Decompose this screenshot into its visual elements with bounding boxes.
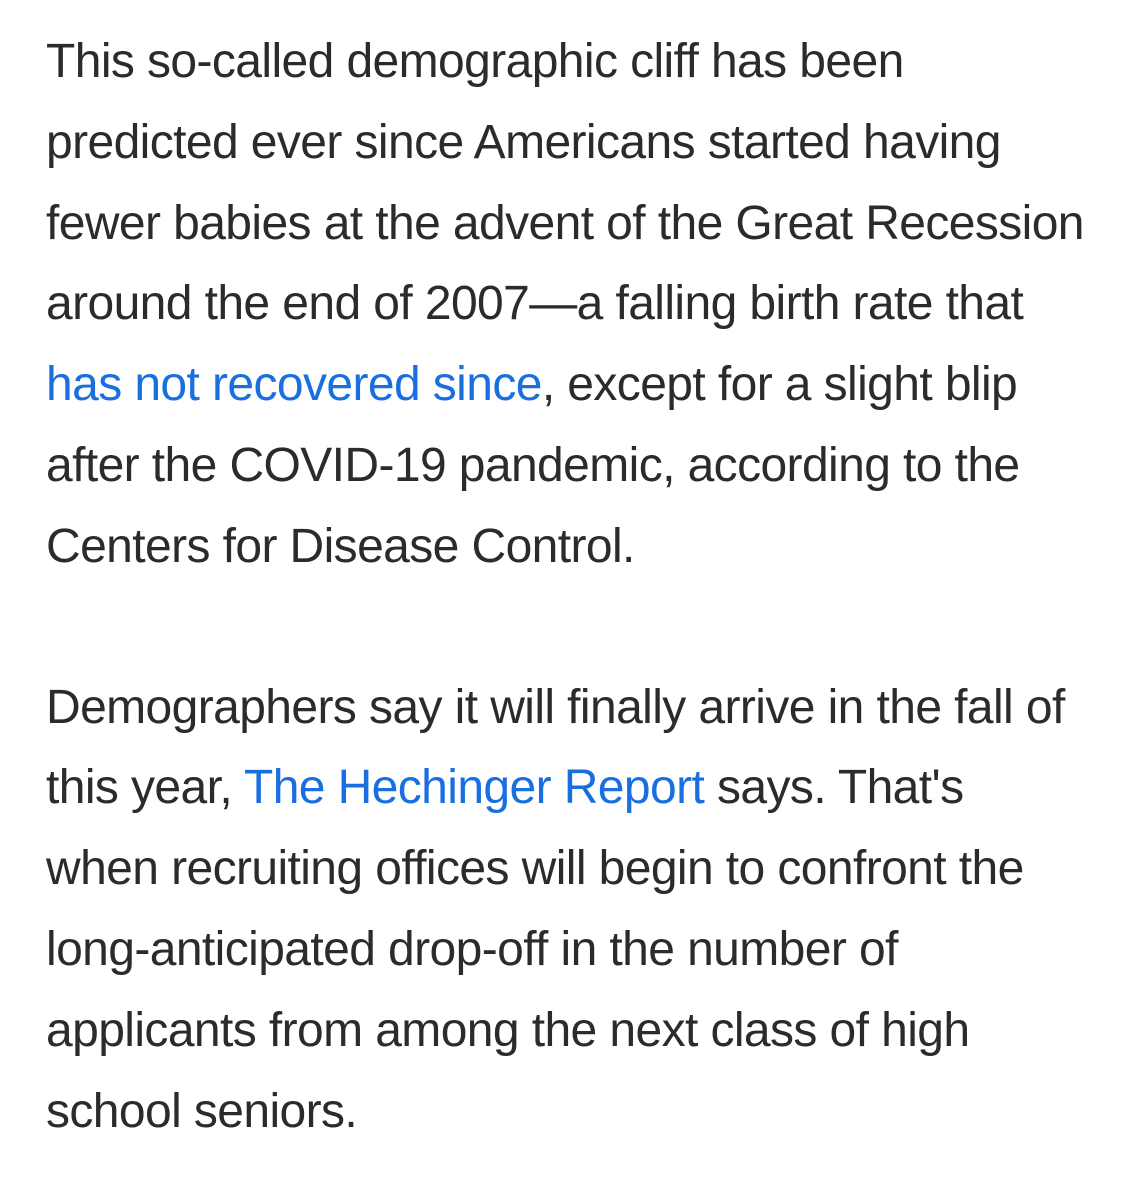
paragraph-2-text-end: says. That's when recruiting offices wil… [46,761,1024,1138]
paragraph-2: Demographers say it will finally arrive … [46,668,1086,1153]
link-hechinger-report[interactable]: The Hechinger Report [243,761,705,815]
link-birth-rate-not-recovered[interactable]: has not recovered since [46,358,542,412]
paragraph-1-text-start: This so-called demographic cliff has bee… [46,35,1085,331]
paragraph-2-text-start: Demographers say it will finally arrive … [46,680,1065,815]
paragraph-1-text-end: , except for a slight blip after the COV… [46,358,1020,573]
paragraph-1: This so-called demographic cliff has bee… [46,22,1086,588]
article-body: This so-called demographic cliff has bee… [46,22,1086,1152]
